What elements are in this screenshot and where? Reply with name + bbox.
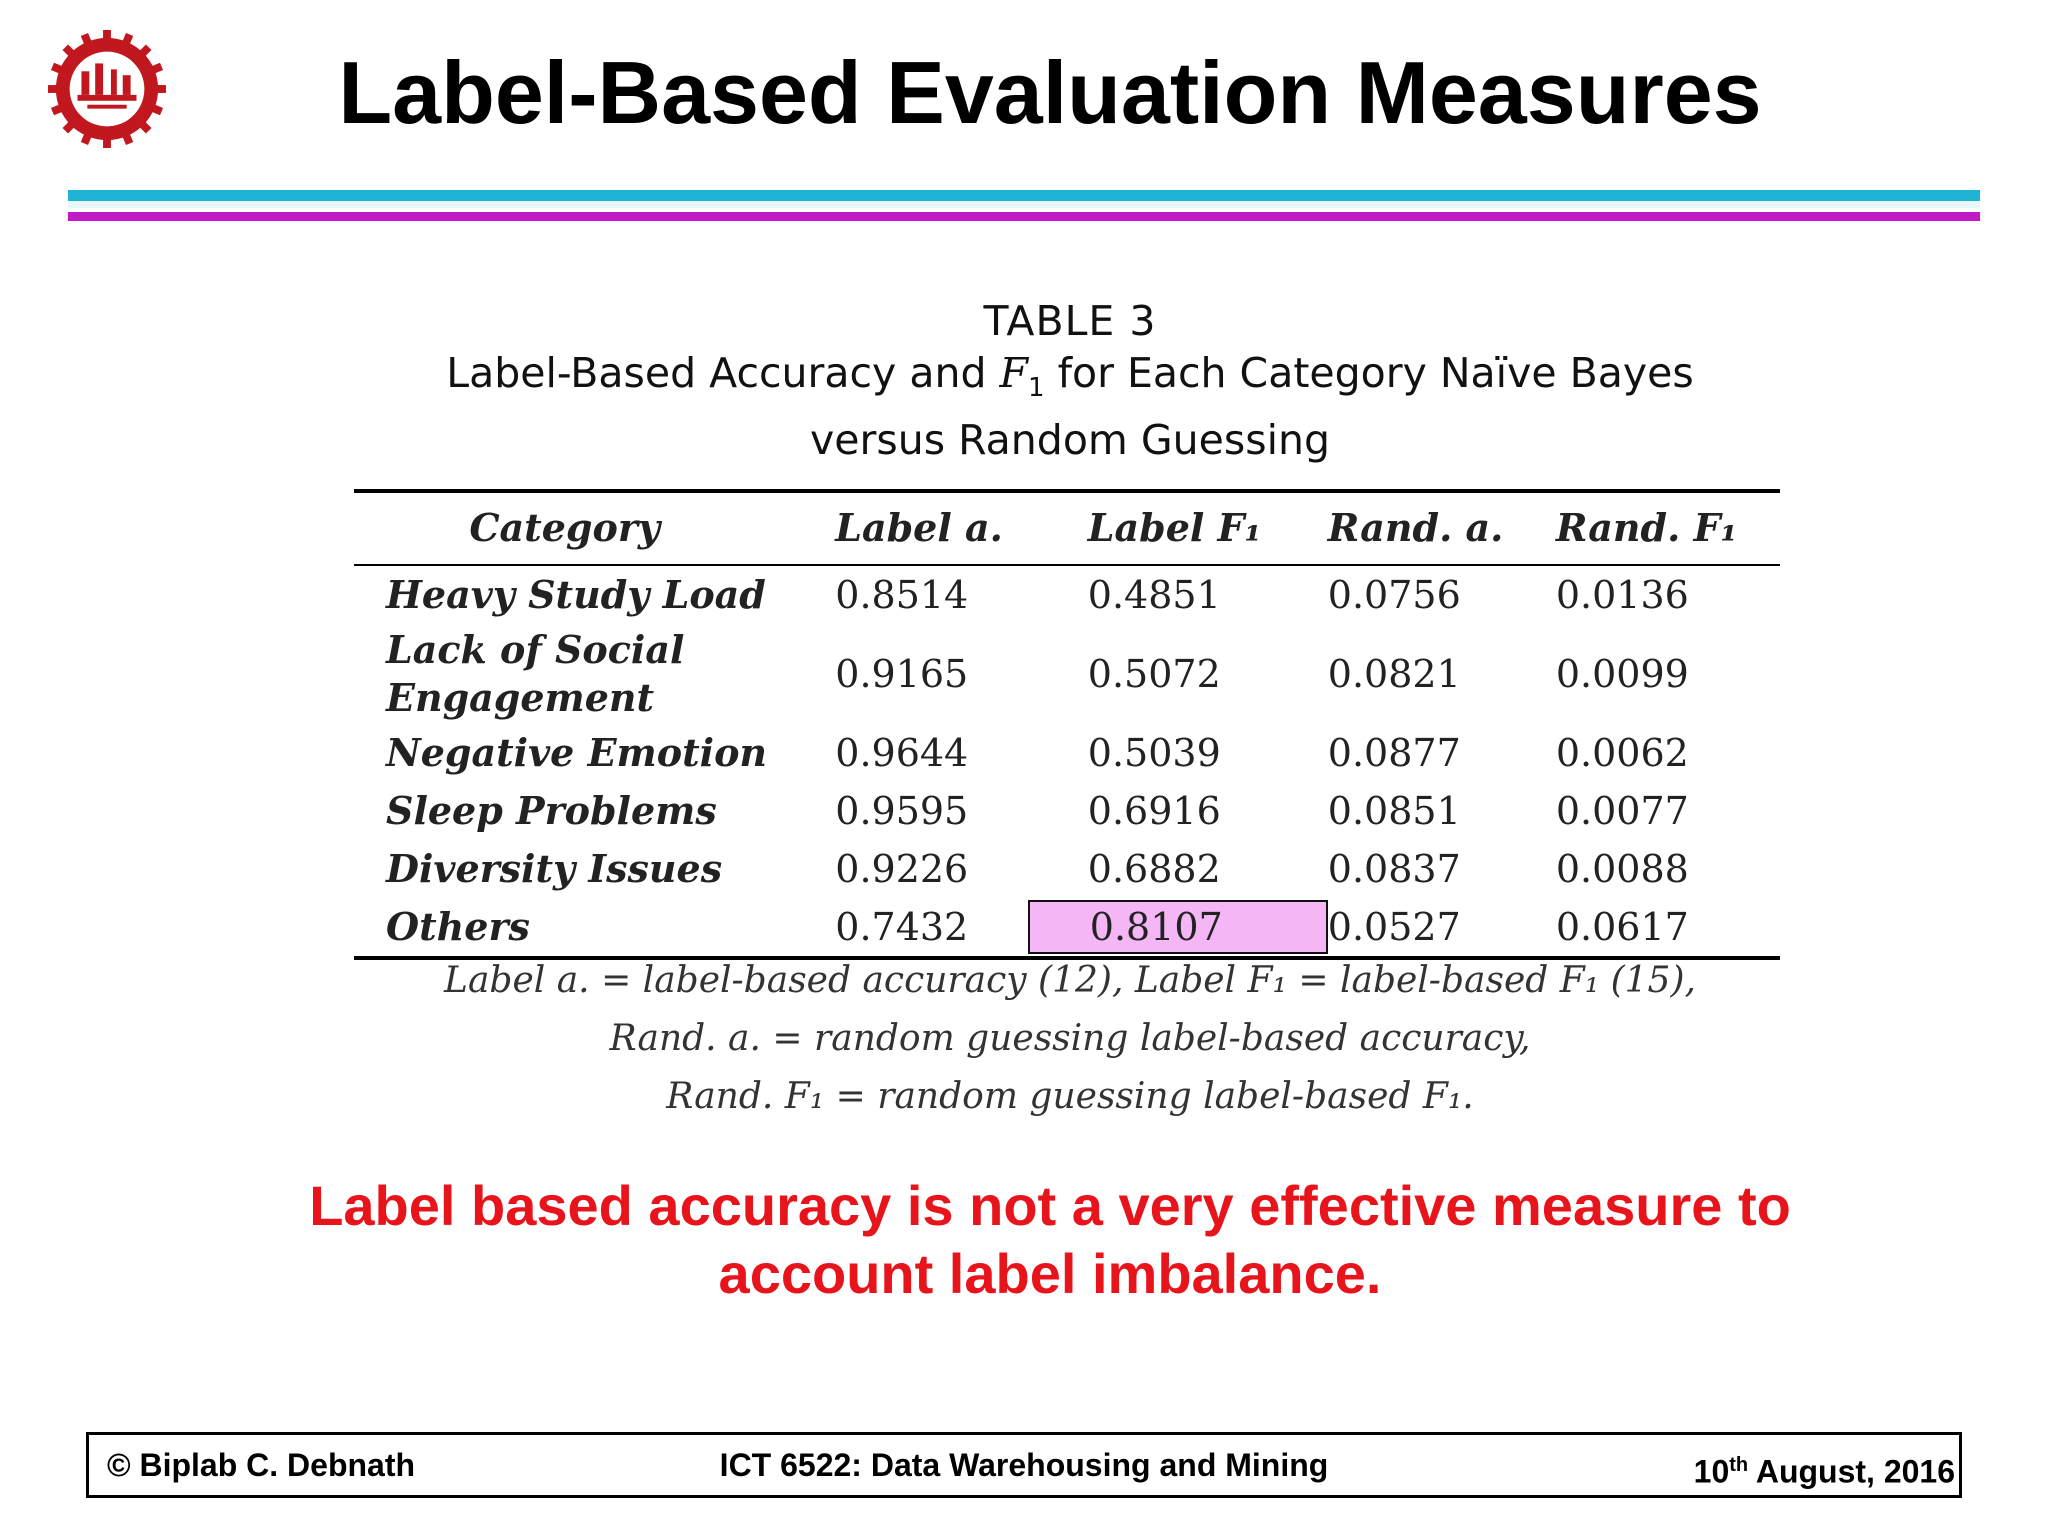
category-cell: Others — [354, 898, 836, 960]
rand-f1-cell: 0.0099 — [1555, 652, 1689, 696]
takeaway-line1: Label based accuracy is not a very effec… — [309, 1174, 1791, 1237]
caption-text-a: Label-Based Accuracy and — [446, 349, 1000, 397]
caption-subscript: 1 — [1027, 373, 1045, 404]
table-row: Negative Emotion 0.9644 0.5039 0.0877 0.… — [354, 724, 1780, 782]
results-table: Category Label a. Label F₁ Rand. a. Rand… — [354, 489, 1780, 960]
footer-course: ICT 6522: Data Warehousing and Mining — [719, 1447, 1329, 1483]
rand-f1-cell: 0.0088 — [1555, 847, 1689, 891]
footer-author: © Biplab C. Debnath — [107, 1447, 416, 1483]
col-header-label-a: Label a. — [835, 489, 1088, 566]
col-header-label-f1: Label F₁ — [1087, 489, 1328, 566]
category-cell: Sleep Problems — [386, 788, 717, 833]
footer-date: 10th August, 2016 — [1694, 1435, 1955, 1502]
label-a-cell: 0.9595 — [835, 789, 969, 833]
slide-title: Label-Based Evaluation Measures — [338, 43, 1762, 142]
rand-a-cell: 0.0837 — [1327, 847, 1461, 891]
category-cell: Negative Emotion — [386, 730, 768, 775]
caption-symbol: F — [999, 349, 1028, 397]
label-f1-cell: 0.4851 — [1087, 573, 1221, 617]
rand-f1-cell: 0.0617 — [1555, 898, 1780, 960]
category-cell: Lack of Social Engagement — [354, 624, 835, 724]
university-seal-icon — [48, 30, 166, 148]
takeaway-line2: account label imbalance. — [718, 1242, 1382, 1305]
label-a-cell: 0.8514 — [835, 573, 969, 617]
category-line1: Lack of Social — [386, 627, 685, 672]
table-row: Sleep Problems 0.9595 0.6916 0.0851 0.00… — [354, 782, 1780, 840]
slide-footer: © Biplab C. Debnath ICT 6522: Data Wareh… — [86, 1432, 1962, 1498]
table-row: Lack of Social Engagement 0.9165 0.5072 0… — [354, 624, 1780, 724]
category-line2: Engagement — [386, 675, 655, 720]
label-f1-cell: 0.6916 — [1087, 789, 1221, 833]
table-caption-line2: versus Random Guessing — [810, 416, 1330, 465]
divider-gap — [68, 201, 1980, 208]
label-f1-cell: 0.5072 — [1087, 652, 1221, 696]
table-number: TABLE 3 — [983, 297, 1157, 345]
date-day: 10 — [1693, 1453, 1730, 1490]
footnote-line: Rand. F₁ = random guessing label-based F… — [666, 1076, 1474, 1117]
label-a-cell: 0.9165 — [835, 652, 969, 696]
date-rest: August, 2016 — [1748, 1453, 1955, 1490]
caption-text-b: for Each Category Naïve Bayes — [1044, 349, 1694, 397]
rand-a-cell: 0.0527 — [1327, 898, 1556, 960]
col-header-category: Category — [354, 489, 836, 566]
date-suffix: th — [1729, 1454, 1749, 1476]
category-cell: Diversity Issues — [386, 846, 723, 891]
table-footnotes: Label a. = label-based accuracy (12), La… — [330, 952, 1810, 1126]
rand-a-cell: 0.0851 — [1327, 789, 1461, 833]
footnote-line: Label a. = label-based accuracy (12), La… — [444, 960, 1696, 1001]
takeaway-message: Label based accuracy is not a very effec… — [200, 1172, 1900, 1308]
table-row: Others 0.7432 0.8107 0.0527 0.0617 — [354, 898, 1780, 960]
footnote-line: Rand. a. = random guessing label-based a… — [609, 1018, 1531, 1059]
label-f1-cell: 0.8107 — [1027, 898, 1328, 960]
table-row: Heavy Study Load 0.8514 0.4851 0.0756 0.… — [354, 565, 1780, 624]
table-heading: TABLE 3 Label-Based Accuracy and F1 for … — [330, 295, 1810, 466]
table-row: Diversity Issues 0.9226 0.6882 0.0837 0.… — [354, 840, 1780, 898]
rand-a-cell: 0.0821 — [1327, 652, 1461, 696]
table-caption: Label-Based Accuracy and F1 for Each Cat… — [330, 347, 1810, 414]
rand-f1-cell: 0.0136 — [1555, 573, 1689, 617]
label-a-cell: 0.9644 — [835, 731, 969, 775]
label-a-cell: 0.9226 — [835, 847, 969, 891]
rand-f1-cell: 0.0077 — [1555, 789, 1689, 833]
label-f1-cell: 0.5039 — [1087, 731, 1221, 775]
label-f1-cell: 0.6882 — [1087, 847, 1221, 891]
table-header-row: Category Label a. Label F₁ Rand. a. Rand… — [354, 489, 1780, 566]
cyan-divider — [68, 190, 1980, 201]
col-header-rand-f1: Rand. F₁ — [1555, 489, 1780, 566]
magenta-divider — [68, 212, 1980, 221]
category-cell: Heavy Study Load — [386, 572, 766, 617]
rand-a-cell: 0.0756 — [1327, 573, 1461, 617]
rand-a-cell: 0.0877 — [1327, 731, 1461, 775]
highlighted-value: 0.8107 — [1027, 900, 1328, 954]
col-header-rand-a: Rand. a. — [1327, 489, 1556, 566]
rand-f1-cell: 0.0062 — [1555, 731, 1689, 775]
